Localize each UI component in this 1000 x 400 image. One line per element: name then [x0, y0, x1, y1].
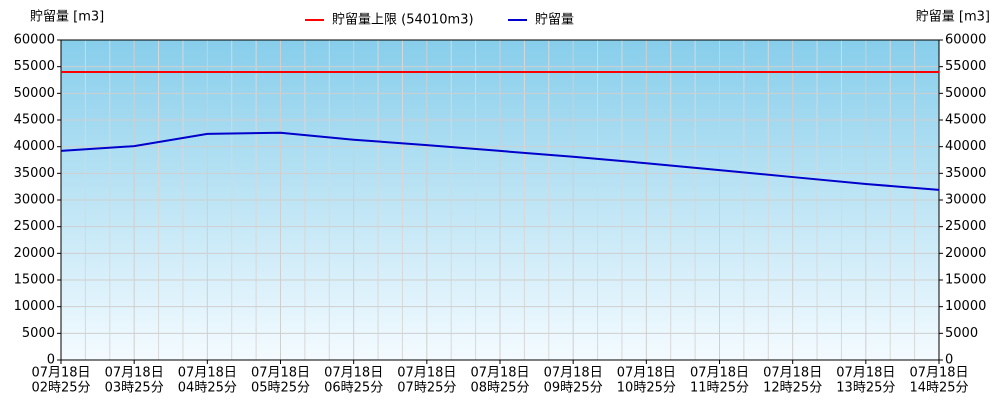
- x-tick-label: 12時25分: [763, 381, 822, 396]
- y-tick-label: 20000: [14, 246, 55, 261]
- x-tick-label: 04時25分: [178, 381, 237, 396]
- x-tick-label: 02時25分: [31, 381, 90, 396]
- x-tick-label: 07月18日: [763, 366, 822, 381]
- x-tick-label: 07月18日: [324, 366, 383, 381]
- y2-tick-label: 20000: [945, 246, 986, 261]
- y-tick-label: 10000: [14, 299, 55, 314]
- y2-tick-label: 0: [945, 353, 953, 368]
- y-tick-label: 40000: [14, 139, 55, 154]
- y2-tick-label: 55000: [945, 59, 986, 74]
- y2-tick-label: 50000: [945, 86, 986, 101]
- y2-tick-label: 35000: [945, 166, 986, 181]
- x-tick-label: 07月18日: [836, 366, 895, 381]
- x-tick-label: 07月18日: [105, 366, 164, 381]
- x-tick-label: 07時25分: [397, 381, 456, 396]
- y-tick-label: 25000: [14, 219, 55, 234]
- legend-label: 貯留量上限 (54010m3): [332, 13, 474, 28]
- legend-label: 貯留量: [535, 13, 574, 28]
- x-tick-label: 14時25分: [909, 381, 968, 396]
- x-tick-label: 07月18日: [178, 366, 237, 381]
- y2-tick-label: 60000: [945, 33, 986, 48]
- x-tick-label: 07月18日: [470, 366, 529, 381]
- y2-tick-label: 25000: [945, 219, 986, 234]
- y2-tick-label: 30000: [945, 193, 986, 208]
- x-tick-label: 07月18日: [31, 366, 90, 381]
- y2-axis-title: 貯留量 [m3]: [916, 10, 990, 25]
- x-tick-label: 03時25分: [105, 381, 164, 396]
- y2-tick-label: 15000: [945, 273, 986, 288]
- y-tick-label: 0: [47, 353, 55, 368]
- y-axis-title: 貯留量 [m3]: [30, 10, 104, 25]
- x-tick-label: 07月18日: [690, 366, 749, 381]
- y-tick-label: 35000: [14, 166, 55, 181]
- y-tick-label: 55000: [14, 59, 55, 74]
- x-tick-label: 05時25分: [251, 381, 310, 396]
- y-tick-label: 30000: [14, 193, 55, 208]
- x-tick-label: 07月18日: [617, 366, 676, 381]
- y-tick-label: 50000: [14, 86, 55, 101]
- x-tick-label: 07月18日: [397, 366, 456, 381]
- y2-tick-label: 10000: [945, 299, 986, 314]
- x-tick-label: 07月18日: [909, 366, 968, 381]
- y-tick-label: 60000: [14, 33, 55, 48]
- x-tick-label: 06時25分: [324, 381, 383, 396]
- y2-tick-label: 45000: [945, 113, 986, 128]
- x-tick-label: 13時25分: [836, 381, 895, 396]
- y2-tick-label: 5000: [945, 326, 978, 341]
- x-tick-label: 08時25分: [470, 381, 529, 396]
- x-tick-label: 11時25分: [690, 381, 749, 396]
- x-tick-label: 07月18日: [544, 366, 603, 381]
- y2-tick-label: 40000: [945, 139, 986, 154]
- y-tick-label: 15000: [14, 273, 55, 288]
- series-line: [60, 131, 940, 191]
- x-tick-label: 10時25分: [617, 381, 676, 396]
- x-tick-label: 09時25分: [544, 381, 603, 396]
- x-tick-label: 07月18日: [251, 366, 310, 381]
- y-tick-label: 45000: [14, 113, 55, 128]
- plot-border: [60, 39, 940, 361]
- y-tick-label: 5000: [22, 326, 55, 341]
